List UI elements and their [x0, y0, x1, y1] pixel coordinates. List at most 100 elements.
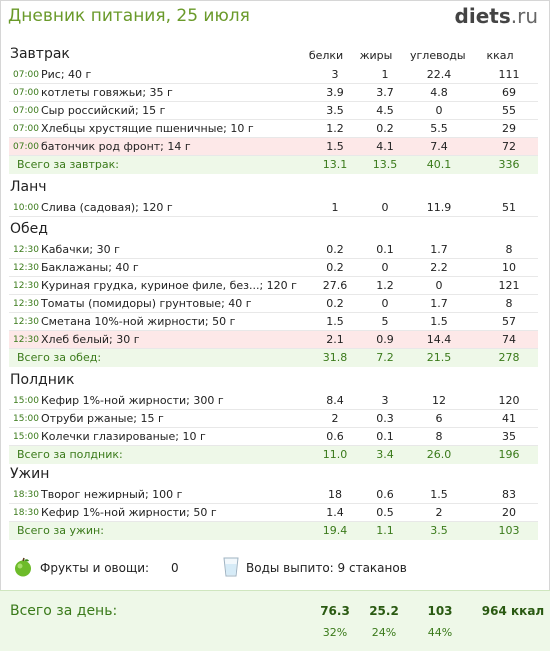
total-kcal: 196 [498, 448, 520, 461]
food-entry-row[interactable]: 07:00 Хлебцы хрустящие пшеничные; 10 г 1.2… [9, 120, 538, 138]
meal-header: Ужин [0, 466, 550, 486]
food-entry-row[interactable]: 12:30 Кабачки; 30 г 0.2 0.1 1.7 8 [9, 241, 538, 259]
food-entry-row[interactable]: 07:00 батончик род фронт; 14 г 1.5 4.1 7.4 72 [9, 138, 538, 156]
entry-protein: 1 [331, 201, 339, 214]
entry-protein: 0.2 [326, 297, 344, 310]
entry-kcal: 120 [498, 394, 520, 407]
entry-time: 18:30 [13, 508, 39, 518]
entry-kcal: 35 [502, 430, 516, 443]
entry-time: 12:30 [13, 245, 39, 255]
entry-name[interactable]: Слива (садовая); 120 г [41, 201, 173, 214]
entry-kcal: 69 [502, 86, 516, 99]
total-carbs: 26.0 [426, 448, 452, 461]
entry-carbs: 1.7 [430, 297, 448, 310]
entry-kcal: 55 [502, 104, 516, 117]
column-header-fat: жиры [359, 49, 393, 62]
food-entry-row[interactable]: 12:30 Баклажаны; 40 г 0.2 0 2.2 10 [9, 259, 538, 277]
entry-fat: 1 [381, 68, 389, 81]
meal-total-label: Всего за завтрак: [17, 158, 120, 171]
fruit-label: Фрукты и овощи: [40, 561, 150, 575]
entry-protein: 0.6 [326, 430, 344, 443]
entry-time: 15:00 [13, 396, 39, 406]
meal-name: Ланч [10, 179, 47, 195]
column-header-protein: белки [308, 49, 344, 62]
entry-kcal: 57 [502, 315, 516, 328]
entry-carbs: 0 [435, 279, 443, 292]
entry-time: 12:30 [13, 263, 39, 273]
logo-tld: .ru [510, 4, 538, 28]
total-carbs: 40.1 [426, 158, 452, 171]
entry-name[interactable]: котлеты говяжьи; 35 г [41, 86, 173, 99]
total-fat: 3.4 [376, 448, 394, 461]
total-carbs: 3.5 [430, 524, 448, 537]
entry-name[interactable]: Хлеб белый; 30 г [41, 333, 140, 346]
entry-time: 07:00 [13, 124, 39, 134]
entry-carbs: 7.4 [430, 140, 448, 153]
entry-kcal: 8 [505, 243, 513, 256]
entry-name[interactable]: Томаты (помидоры) грунтовые; 40 г [41, 297, 252, 310]
entry-time: 12:30 [13, 299, 39, 309]
food-entry-row[interactable]: 12:30 Хлеб белый; 30 г 2.1 0.9 14.4 74 [9, 331, 538, 349]
entry-name[interactable]: Отруби ржаные; 15 г [41, 412, 164, 425]
site-logo[interactable]: diets.ru [455, 4, 538, 28]
entry-protein: 1.2 [326, 122, 344, 135]
water-label: Воды выпито: 9 стаканов [246, 561, 407, 575]
entry-name[interactable]: Колечки глазированые; 10 г [41, 430, 206, 443]
entry-fat: 5 [381, 315, 389, 328]
entry-name[interactable]: Баклажаны; 40 г [41, 261, 139, 274]
fruit-value: 0 [171, 561, 179, 575]
food-entry-row[interactable]: 12:30 Куриная грудка, куриное филе, без..… [9, 277, 538, 295]
entry-name[interactable]: Кефир 1%-ной жирности; 50 г [41, 506, 217, 519]
entry-protein: 2 [331, 412, 339, 425]
entry-fat: 4.5 [376, 104, 394, 117]
entry-time: 07:00 [13, 88, 39, 98]
entry-protein: 18 [328, 488, 342, 501]
entry-name[interactable]: батончик род фронт; 14 г [41, 140, 191, 153]
entry-name[interactable]: Куриная грудка, куриное филе, без...; 12… [41, 279, 297, 292]
meal-total-label: Всего за обед: [17, 351, 102, 364]
food-entry-row[interactable]: 18:30 Кефир 1%-ной жирности; 50 г 1.4 0.5 2 2… [9, 504, 538, 522]
total-carbs: 21.5 [426, 351, 452, 364]
entry-fat: 0.2 [376, 122, 394, 135]
entry-name[interactable]: Кабачки; 30 г [41, 243, 120, 256]
entry-kcal: 121 [498, 279, 520, 292]
entry-name[interactable]: Сыр российский; 15 г [41, 104, 166, 117]
total-kcal: 336 [498, 158, 520, 171]
entry-time: 15:00 [13, 432, 39, 442]
food-entry-row[interactable]: 15:00 Колечки глазированые; 10 г 0.6 0.1 8 35 [9, 428, 538, 446]
entry-kcal: 41 [502, 412, 516, 425]
entry-carbs: 14.4 [426, 333, 452, 346]
food-entry-row[interactable]: 12:30 Сметана 10%-ной жирности; 50 г 1.5 5 1… [9, 313, 538, 331]
meal-name: Завтрак [10, 46, 70, 62]
food-entry-row[interactable]: 07:00 Сыр российский; 15 г 3.5 4.5 0 55 [9, 102, 538, 120]
entry-name[interactable]: Рис; 40 г [41, 68, 92, 81]
apple-icon [15, 557, 31, 577]
day-total-label: Всего за день: [10, 603, 118, 619]
entry-time: 10:00 [13, 203, 39, 213]
logo-main: diets [454, 4, 511, 28]
food-entry-row[interactable]: 07:00 Рис; 40 г 3 1 22.4 111 [9, 66, 538, 84]
food-entry-row[interactable]: 10:00 Слива (садовая); 120 г 1 0 11.9 51 [9, 199, 538, 217]
meal-name: Ужин [10, 466, 50, 482]
food-entry-row[interactable]: 07:00 котлеты говяжьи; 35 г 3.9 3.7 4.8 69 [9, 84, 538, 102]
entry-time: 07:00 [13, 70, 39, 80]
total-fat: 13.5 [372, 158, 398, 171]
food-entry-row[interactable]: 12:30 Томаты (помидоры) грунтовые; 40 г 0.… [9, 295, 538, 313]
entry-name[interactable]: Сметана 10%-ной жирности; 50 г [41, 315, 236, 328]
entry-carbs: 11.9 [426, 201, 452, 214]
food-entry-row[interactable]: 18:30 Творог нежирный; 100 г 18 0.6 1.5 83 [9, 486, 538, 504]
extras-bar: Фрукты и овощи: 0 Воды выпито: 9 стакано… [0, 553, 550, 583]
entry-kcal: 51 [502, 201, 516, 214]
entry-fat: 4.1 [376, 140, 394, 153]
total-protein: 19.4 [322, 524, 348, 537]
day-carbs-pct: 44% [427, 626, 453, 639]
total-fat: 1.1 [376, 524, 394, 537]
entry-fat: 0.5 [376, 506, 394, 519]
entry-fat: 0.1 [376, 430, 394, 443]
entry-name[interactable]: Хлебцы хрустящие пшеничные; 10 г [41, 122, 254, 135]
food-entry-row[interactable]: 15:00 Кефир 1%-ной жирности; 300 г 8.4 3 12 1… [9, 392, 538, 410]
food-entry-row[interactable]: 15:00 Отруби ржаные; 15 г 2 0.3 6 41 [9, 410, 538, 428]
entry-protein: 1.5 [326, 315, 344, 328]
entry-name[interactable]: Кефир 1%-ной жирности; 300 г [41, 394, 224, 407]
entry-name[interactable]: Творог нежирный; 100 г [41, 488, 183, 501]
